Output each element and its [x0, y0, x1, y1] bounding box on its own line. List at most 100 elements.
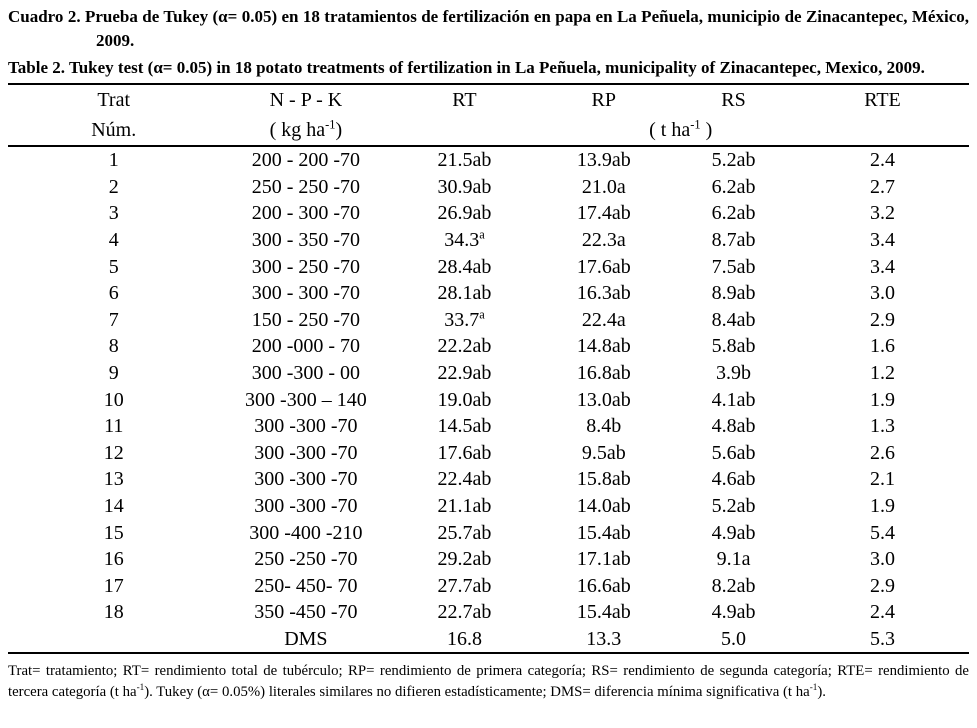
rs-value-cell: 5.0 — [721, 627, 746, 650]
table-row: 14 300 -300 -70 21.1ab 14.0ab 5.2ab 1.9 — [8, 493, 969, 520]
rte-value-cell: 2.6 — [869, 441, 895, 464]
rs-value-cell: 3.9b — [716, 362, 751, 385]
col-header-rt: RT — [452, 89, 477, 111]
rte-value-cell: 2.7 — [869, 175, 895, 198]
col-subheader-t-unit: ( t ha-1 ) — [392, 115, 969, 147]
rte-value-cell: 1.3 — [869, 415, 895, 438]
table-row: 15 300 -400 -210 25.7ab 15.4ab 4.9ab 5.4 — [8, 519, 969, 546]
npk-dose-cell: 300 -300 – 140 — [245, 388, 367, 411]
table-row: 18 350 -450 -70 22.7ab 15.4ab 4.9ab 2.4 — [8, 599, 969, 626]
rs-value-cell: 4.9ab — [711, 521, 756, 544]
table-row: 11 300 -300 -70 14.5ab 8.4b 4.8ab 1.3 — [8, 413, 969, 440]
rp-value-cell: 8.4b — [586, 415, 622, 438]
treatment-number-cell: 10 — [103, 388, 124, 411]
rt-value-cell: 22.2ab — [437, 335, 492, 358]
treatment-number-cell: 6 — [108, 282, 119, 305]
rs-value-cell: 5.6ab — [711, 441, 756, 464]
rs-value-cell: 5.8ab — [711, 335, 756, 358]
col-header-npk: N - P - K — [269, 89, 343, 111]
rt-value-cell: 26.9ab — [437, 202, 492, 225]
rs-value-cell: 8.2ab — [711, 574, 756, 597]
npk-dose-cell: 300 -300 -70 — [254, 441, 358, 464]
rte-value-cell: 3.4 — [869, 229, 895, 252]
rp-value-cell: 17.1ab — [576, 548, 631, 571]
rs-value-cell: 8.9ab — [711, 282, 756, 305]
treatment-number-cell — [8, 626, 219, 654]
npk-dose-cell: 350 -450 -70 — [254, 601, 358, 624]
rte-value-cell: 3.2 — [869, 202, 895, 225]
npk-dose-cell: 200 - 200 -70 — [251, 149, 361, 172]
table-row: 3 200 - 300 -70 26.9ab 17.4ab 6.2ab 3.2 — [8, 200, 969, 227]
col-subheader-kg-unit: ( kg ha-1) — [219, 115, 393, 147]
treatment-number-cell: 13 — [103, 468, 124, 491]
rs-value-cell: 4.1ab — [711, 388, 756, 411]
table-row: 12 300 -300 -70 17.6ab 9.5ab 5.6ab 2.6 — [8, 440, 969, 467]
rt-value-cell: 22.9ab — [437, 362, 492, 385]
header-row-units: Núm. ( kg ha-1) ( t ha-1 ) — [8, 115, 969, 147]
rte-value-cell: 2.1 — [869, 468, 895, 491]
rt-value-cell: 19.0ab — [437, 388, 492, 411]
table-footnote: Trat= tratamiento; RT= rendimiento total… — [8, 663, 969, 701]
table-caption-spanish: Cuadro 2. Prueba de Tukey (α= 0.05) en 1… — [8, 7, 969, 50]
treatment-number-cell: 5 — [108, 255, 119, 278]
rs-value-cell: 8.4ab — [711, 308, 756, 331]
rp-value-cell: 13.0ab — [576, 388, 631, 411]
rt-value-cell: 27.7ab — [437, 574, 492, 597]
header-row-labels: Trat N - P - K RT RP RS RTE — [8, 84, 969, 115]
rt-value-cell: 28.1ab — [437, 282, 492, 305]
rp-value-cell: 16.6ab — [576, 574, 631, 597]
rs-value-cell: 4.6ab — [711, 468, 756, 491]
treatment-number-cell: 12 — [103, 441, 124, 464]
rs-value-cell: 6.2ab — [711, 175, 756, 198]
npk-dose-cell: 200 - 300 -70 — [251, 202, 361, 225]
table-row: 10 300 -300 – 140 19.0ab 13.0ab 4.1ab 1.9 — [8, 386, 969, 413]
treatment-number-cell: 2 — [108, 175, 119, 198]
table-row: 1 200 - 200 -70 21.5ab 13.9ab 5.2ab 2.4 — [8, 146, 969, 174]
rte-value-cell: 1.9 — [869, 388, 895, 411]
rt-value-cell: 34.3a — [444, 227, 485, 252]
tukey-results-table: Trat N - P - K RT RP RS RTE Núm. ( kg ha… — [8, 83, 969, 655]
rt-value-cell: 22.4ab — [437, 468, 492, 491]
rp-value-cell: 15.4ab — [576, 521, 631, 544]
rp-value-cell: 13.9ab — [576, 149, 631, 172]
rte-value-cell: 3.0 — [869, 548, 895, 571]
table-row: DMS 16.8 13.3 5.0 5.3 — [8, 626, 969, 654]
rp-value-cell: 21.0a — [581, 175, 626, 198]
treatment-number-cell: 7 — [108, 308, 119, 331]
npk-dose-cell: 200 -000 - 70 — [251, 335, 361, 358]
rs-value-cell: 9.1a — [716, 548, 751, 571]
rp-value-cell: 16.3ab — [576, 282, 631, 305]
treatment-number-cell: 11 — [104, 415, 124, 438]
rs-value-cell: 7.5ab — [711, 255, 756, 278]
table-caption-english: Table 2. Tukey test (α= 0.05) in 18 pota… — [8, 58, 925, 77]
npk-dose-cell: 150 - 250 -70 — [251, 308, 361, 331]
table-row: 9 300 -300 - 00 22.9ab 16.8ab 3.9b 1.2 — [8, 360, 969, 387]
rt-value-cell: 14.5ab — [437, 415, 492, 438]
rte-value-cell: 1.9 — [869, 495, 895, 518]
npk-dose-cell: 300 -300 - 00 — [251, 362, 361, 385]
treatment-number-cell: 8 — [108, 335, 119, 358]
npk-dose-cell: DMS — [284, 627, 328, 650]
npk-dose-cell: 250 - 250 -70 — [251, 175, 361, 198]
rp-value-cell: 15.8ab — [576, 468, 631, 491]
npk-dose-cell: 300 -300 -70 — [254, 468, 358, 491]
rp-value-cell: 22.4a — [581, 308, 626, 331]
rs-value-cell: 5.2ab — [711, 149, 756, 172]
treatment-number-cell: 18 — [103, 601, 124, 624]
rs-value-cell: 6.2ab — [711, 202, 756, 225]
rt-value-cell: 28.4ab — [437, 255, 492, 278]
rte-value-cell: 2.9 — [869, 574, 895, 597]
col-header-rp: RP — [591, 89, 617, 111]
rp-value-cell: 14.0ab — [576, 495, 631, 518]
rp-value-cell: 17.6ab — [576, 255, 631, 278]
treatment-number-cell: 17 — [103, 574, 124, 597]
col-header-trat: Trat — [97, 89, 130, 111]
npk-dose-cell: 300 -400 -210 — [249, 521, 363, 544]
rte-value-cell: 3.0 — [869, 282, 895, 305]
rp-value-cell: 15.4ab — [576, 601, 631, 624]
treatment-number-cell: 4 — [108, 229, 119, 252]
npk-dose-cell: 300 -300 -70 — [254, 415, 358, 438]
npk-dose-cell: 250 -250 -70 — [254, 548, 358, 571]
table-row: 6 300 - 300 -70 28.1ab 16.3ab 8.9ab 3.0 — [8, 280, 969, 307]
table-row: 17 250- 450- 70 27.7ab 16.6ab 8.2ab 2.9 — [8, 573, 969, 600]
